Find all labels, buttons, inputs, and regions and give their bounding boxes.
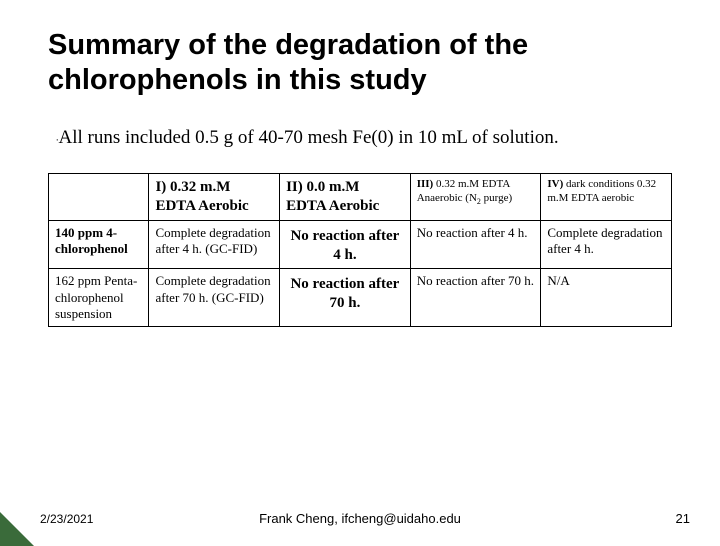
header-col-3: III) 0.32 m.M EDTA Anaerobic (N2 purge) xyxy=(410,174,541,221)
cell-0-2: No reaction after 4 h. xyxy=(280,220,411,269)
row-label-0: 140 ppm 4-chlorophenol xyxy=(49,220,149,269)
slide-title: Summary of the degradation of the chloro… xyxy=(48,28,672,98)
intro-text: .All runs included 0.5 g of 40-70 mesh F… xyxy=(56,126,664,150)
header-col-4: IV) dark conditions 0.32 m.M EDTA aerobi… xyxy=(541,174,672,221)
header-col-1: I) 0.32 m.M EDTA Aerobic xyxy=(149,174,280,221)
table-header-row: I) 0.32 m.M EDTA Aerobic II) 0.0 m.M EDT… xyxy=(49,174,672,221)
cell-1-4: N/A xyxy=(541,269,672,327)
header-blank xyxy=(49,174,149,221)
cell-1-3: No reaction after 70 h. xyxy=(410,269,541,327)
cell-0-1: Complete degradation after 4 h. (GC-FID) xyxy=(149,220,280,269)
footer-page-number: 21 xyxy=(676,511,690,526)
cell-1-2: No reaction after 70 h. xyxy=(280,269,411,327)
cell-0-3: No reaction after 4 h. xyxy=(410,220,541,269)
cell-0-4: Complete degradation after 4 h. xyxy=(541,220,672,269)
intro-text-content: All runs included 0.5 g of 40-70 mesh Fe… xyxy=(59,127,559,148)
header-col-4-text: dark conditions 0.32 m.M EDTA aerobic xyxy=(547,178,656,204)
degradation-table: I) 0.32 m.M EDTA Aerobic II) 0.0 m.M EDT… xyxy=(48,173,672,327)
row-label-1: 162 ppm Penta-chlorophenol suspension xyxy=(49,269,149,327)
footer-center: Frank Cheng, ifcheng@uidaho.edu xyxy=(0,511,720,526)
header-col-3-prefix: III) xyxy=(417,178,434,190)
header-col-3-tail: purge) xyxy=(481,192,512,204)
table-row: 162 ppm Penta-chlorophenol suspension Co… xyxy=(49,269,672,327)
header-col-4-prefix: IV) xyxy=(547,178,563,190)
table-row: 140 ppm 4-chlorophenol Complete degradat… xyxy=(49,220,672,269)
header-col-2: II) 0.0 m.M EDTA Aerobic xyxy=(280,174,411,221)
cell-1-1: Complete degradation after 70 h. (GC-FID… xyxy=(149,269,280,327)
